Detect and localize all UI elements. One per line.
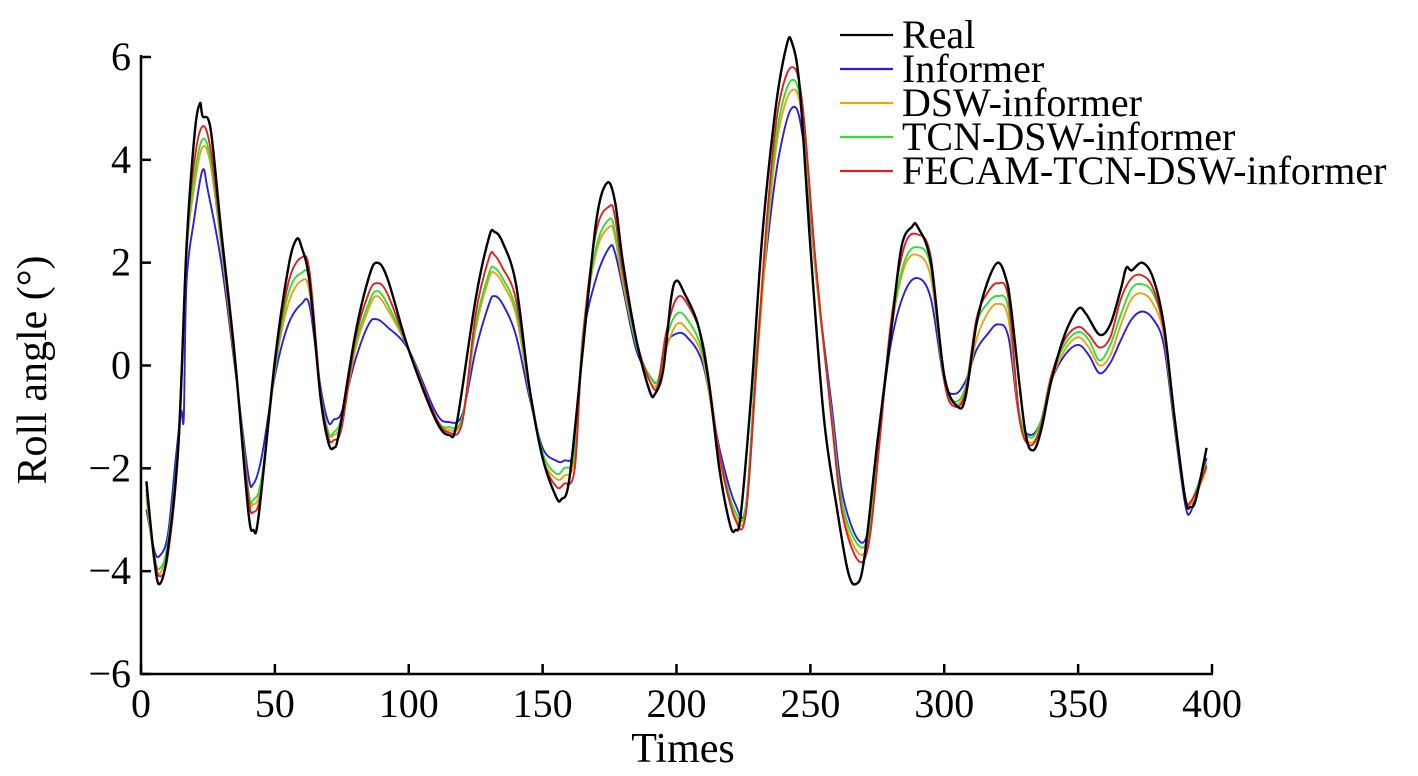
legend: RealInformerDSW-informerTCN-DSW-informer… — [840, 12, 1386, 193]
axes: −6 −4 −2 0 2 4 6 0 50 100 150 200 250 300 350 400 — [88, 34, 1242, 726]
x-tick-label: 200 — [647, 681, 707, 726]
y-tick-label: 6 — [111, 34, 131, 79]
x-tick-label: 100 — [379, 681, 439, 726]
y-tick-label: −4 — [88, 548, 131, 593]
x-tick-label: 150 — [513, 681, 573, 726]
x-tick-label: 400 — [1182, 681, 1242, 726]
x-tick-label: 250 — [780, 681, 840, 726]
legend-label-fecam-tcn-dsw-informer: FECAM-TCN-DSW-informer — [902, 148, 1386, 193]
plot-lines — [145, 36, 1208, 586]
legend-label-tcn-dsw-informer: TCN-DSW-informer — [902, 114, 1235, 159]
y-tick-label: 2 — [111, 240, 131, 285]
y-axis-title: Roll angle (°) — [10, 255, 56, 484]
y-tick-label: −6 — [88, 651, 131, 696]
x-axis-title: Times — [631, 726, 735, 772]
legend-label-real: Real — [902, 12, 975, 57]
series-line-fecam-tcn-dsw-informer — [145, 66, 1208, 578]
legend-label-informer: Informer — [902, 46, 1044, 91]
y-ticks: −6 −4 −2 0 2 4 6 — [88, 34, 151, 696]
legend-label-dsw-informer: DSW-informer — [902, 80, 1142, 125]
x-tick-label: 350 — [1048, 681, 1108, 726]
x-ticks: 0 50 100 150 200 250 300 350 400 — [131, 664, 1242, 726]
x-tick-label: 300 — [914, 681, 974, 726]
y-tick-label: −2 — [88, 445, 131, 490]
x-tick-label: 50 — [255, 681, 295, 726]
y-tick-label: 4 — [111, 137, 131, 182]
y-tick-label: 0 — [111, 343, 131, 388]
x-tick-label: 0 — [131, 681, 151, 726]
series-line-real — [145, 36, 1208, 586]
